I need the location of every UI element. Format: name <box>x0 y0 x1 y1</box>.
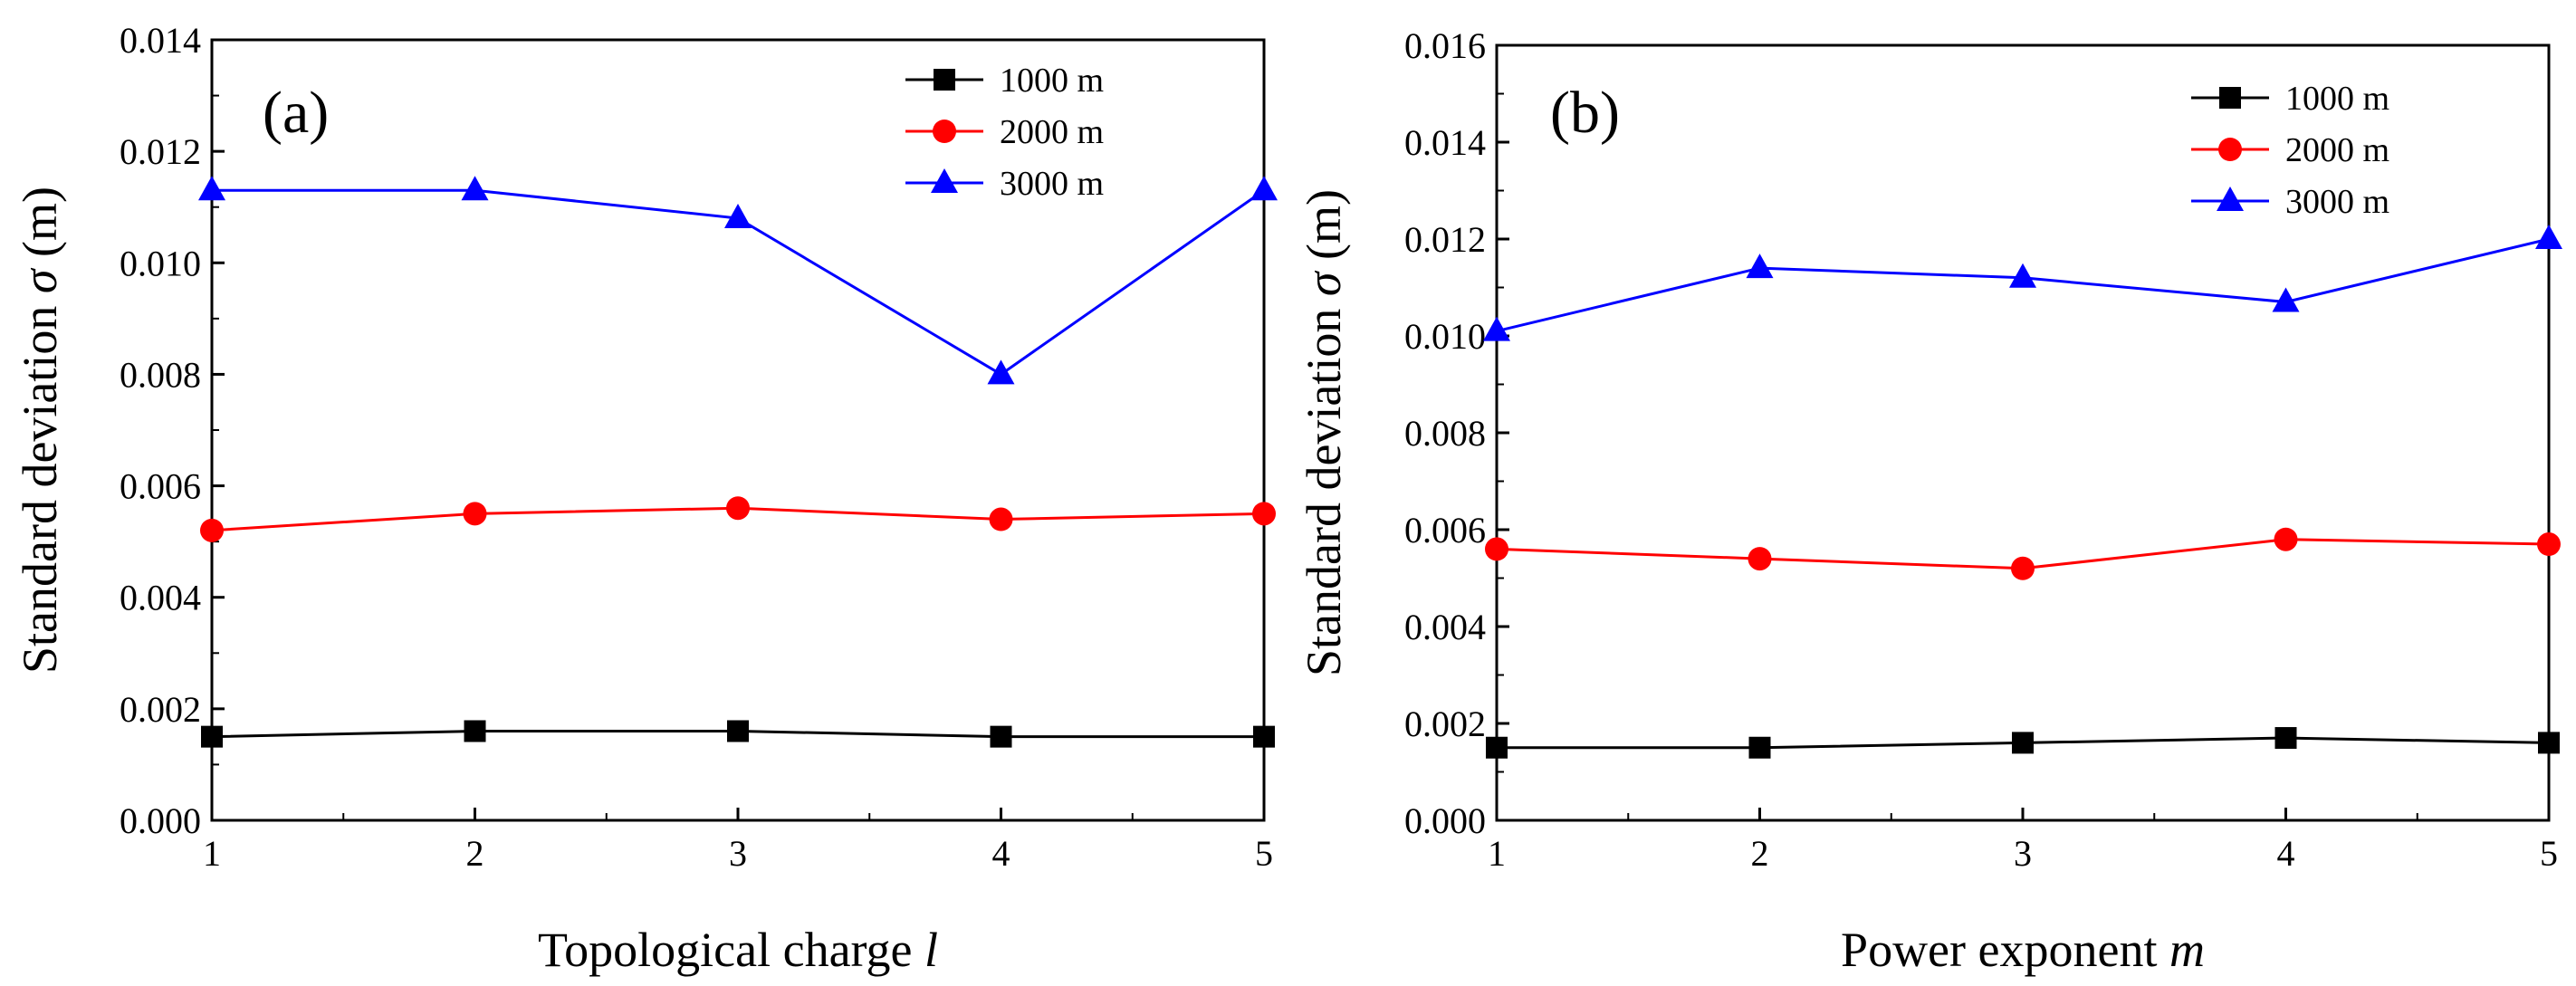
panel-label: (b) <box>1550 80 1620 146</box>
y-tick-label: 0.002 <box>120 689 201 730</box>
panel-label: (a) <box>263 80 329 146</box>
y-tick-label: 0.008 <box>120 354 201 395</box>
legend-marker <box>934 69 955 91</box>
y-tick-label: 0.014 <box>120 20 201 61</box>
legend-marker <box>2218 138 2242 161</box>
data-point-1000-m <box>727 720 749 742</box>
data-point-2000-m <box>2274 527 2298 551</box>
data-point-3000-m <box>1746 254 1774 279</box>
y-tick-label: 0.004 <box>120 578 201 618</box>
plot-frame <box>210 38 1266 822</box>
x-tick-label: 1 <box>203 833 221 874</box>
data-point-1000-m <box>2012 732 2034 754</box>
data-point-2000-m <box>726 496 750 521</box>
y-tick-label: 0.006 <box>1404 510 1486 550</box>
data-point-3000-m <box>461 176 489 201</box>
data-point-2000-m <box>989 507 1013 531</box>
legend-marker <box>933 120 956 143</box>
x-tick-label: 5 <box>2540 833 2558 874</box>
legend-label: 2000 m <box>1000 113 1104 151</box>
data-point-1000-m <box>201 725 223 748</box>
x-axis-title: Topological charge l <box>538 923 938 977</box>
data-point-1000-m <box>1748 736 1771 759</box>
data-point-2000-m <box>2011 556 2035 580</box>
y-tick-label: 0.002 <box>1404 704 1486 744</box>
y-tick-label: 0.012 <box>1404 219 1486 260</box>
data-point-3000-m <box>2535 225 2562 249</box>
y-tick-label: 0.006 <box>120 466 201 507</box>
y-axis-title: Standard deviation σ (m) <box>1297 189 1351 676</box>
x-tick-label: 2 <box>466 833 484 874</box>
data-point-2000-m <box>2537 532 2561 557</box>
data-point-3000-m <box>2009 263 2036 288</box>
data-point-3000-m <box>724 204 752 229</box>
legend-label: 1000 m <box>2285 80 2389 118</box>
data-point-3000-m <box>198 176 225 201</box>
y-tick-label: 0.000 <box>120 800 201 841</box>
x-tick-label: 4 <box>992 833 1010 874</box>
data-point-1000-m <box>2274 727 2297 750</box>
data-point-2000-m <box>1485 537 1508 561</box>
legend-label: 2000 m <box>2285 131 2389 169</box>
series-layer <box>1483 225 2562 759</box>
y-axis-title: Standard deviation σ (m) <box>13 187 67 674</box>
legend: 1000 m 2000 m 3000 m <box>905 62 1104 203</box>
y-tick-label: 0.008 <box>1404 413 1486 454</box>
y-tick-label: 0.010 <box>1404 316 1486 357</box>
chart-panel-b: 0.000 0.002 0.004 0.006 0.008 0.010 0.012 0.014… <box>1297 25 2562 977</box>
legend-marker <box>931 168 958 193</box>
data-point-3000-m <box>2272 287 2300 312</box>
y-tick-label: 0.012 <box>120 131 201 172</box>
legend-marker <box>2217 187 2244 211</box>
data-point-2000-m <box>1252 502 1276 526</box>
axis-ticks: 0.000 0.002 0.004 0.006 0.008 0.010 0.012 0.014… <box>120 20 1273 874</box>
plot-frame <box>1495 43 2551 822</box>
data-point-1000-m <box>1253 725 1275 748</box>
legend-marker <box>2219 87 2241 109</box>
series-layer <box>198 176 1278 748</box>
legend-label: 3000 m <box>2285 183 2389 221</box>
data-point-1000-m <box>2538 732 2560 754</box>
x-tick-label: 3 <box>729 833 747 874</box>
legend-label: 1000 m <box>1000 62 1104 100</box>
data-point-1000-m <box>464 720 486 742</box>
y-tick-label: 0.014 <box>1404 122 1486 163</box>
legend-label: 3000 m <box>1000 165 1104 203</box>
x-tick-label: 3 <box>2014 833 2032 874</box>
y-tick-label: 0.000 <box>1404 800 1486 841</box>
data-point-1000-m <box>990 725 1012 748</box>
data-point-2000-m <box>1748 547 1772 571</box>
chart-panel-a: 0.000 0.002 0.004 0.006 0.008 0.010 0.012 0.014… <box>13 20 1278 977</box>
data-point-3000-m <box>1250 176 1278 201</box>
y-tick-label: 0.010 <box>120 243 201 283</box>
legend: 1000 m 2000 m 3000 m <box>2191 80 2389 221</box>
data-point-2000-m <box>463 502 487 526</box>
axis-ticks: 0.000 0.002 0.004 0.006 0.008 0.010 0.012 0.014… <box>1404 25 2558 874</box>
x-tick-label: 4 <box>2277 833 2295 874</box>
x-tick-label: 5 <box>1255 833 1273 874</box>
x-tick-label: 1 <box>1488 833 1506 874</box>
y-tick-label: 0.016 <box>1404 25 1486 66</box>
x-axis-title: Power exponent m <box>1841 923 2205 977</box>
data-point-3000-m <box>1483 316 1510 341</box>
y-tick-label: 0.004 <box>1404 607 1486 647</box>
data-point-1000-m <box>1486 736 1508 759</box>
data-point-2000-m <box>200 518 224 542</box>
data-point-3000-m <box>987 359 1015 385</box>
x-tick-label: 2 <box>1751 833 1769 874</box>
